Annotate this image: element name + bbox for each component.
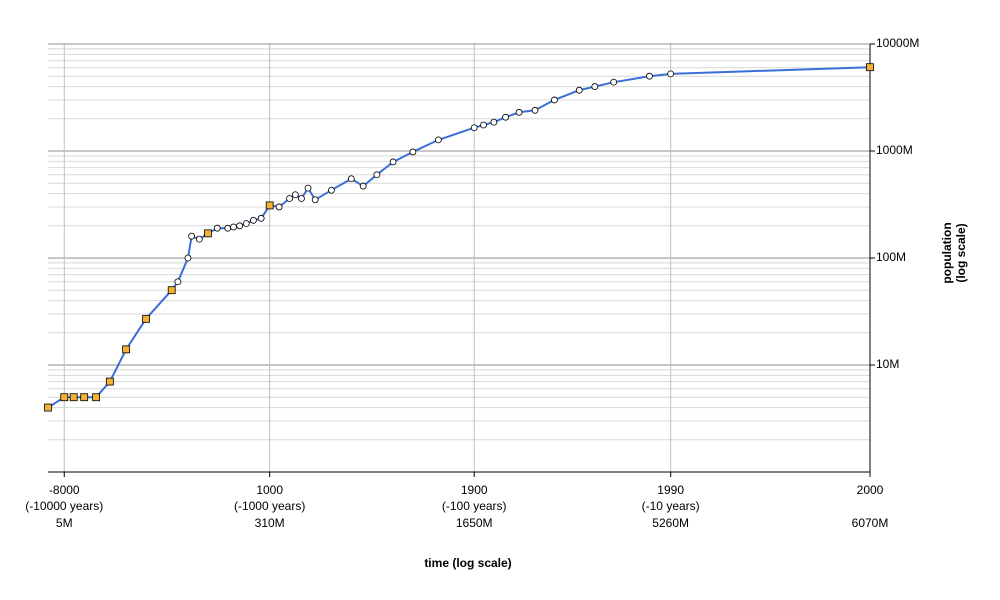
circle-marker (480, 121, 487, 129)
x-tick-label: 1990 (657, 483, 684, 497)
circle-marker (409, 148, 417, 156)
y-tick-label: 1000M (876, 143, 913, 157)
circle-marker (434, 136, 442, 144)
x-tick-population: 1650M (456, 516, 493, 530)
circle-marker (470, 124, 478, 132)
circle-marker (275, 203, 283, 211)
circle-marker (311, 196, 319, 204)
x-axis-title: time (log scale) (424, 556, 511, 570)
y-axis-title-line: (log scale) (954, 223, 968, 282)
circle-marker (298, 195, 305, 202)
circle-marker (490, 118, 498, 126)
x-tick-population: 6070M (852, 516, 889, 530)
x-tick-population: 310M (255, 516, 285, 530)
x-tick-note: (-10 years) (642, 499, 700, 513)
square-marker (105, 377, 114, 386)
square-marker (60, 393, 69, 402)
circle-marker (174, 278, 182, 286)
circle-marker (551, 96, 558, 104)
circle-marker (250, 216, 257, 224)
x-tick-label: 2000 (857, 483, 884, 497)
square-marker (122, 345, 131, 354)
circle-marker (286, 195, 293, 202)
circle-marker (188, 232, 196, 240)
circle-marker (291, 191, 299, 199)
square-marker (204, 229, 212, 238)
square-marker (44, 403, 52, 412)
x-tick-note: (-100 years) (442, 499, 507, 513)
circle-marker (610, 78, 618, 86)
circle-marker (575, 86, 583, 94)
y-tick-label: 10M (876, 357, 899, 371)
x-tick-population: 5260M (652, 516, 689, 530)
square-marker (866, 63, 874, 72)
circle-marker (257, 214, 265, 222)
circle-marker (359, 182, 367, 190)
circle-marker (531, 106, 539, 114)
circle-marker (502, 113, 509, 121)
circle-marker (230, 223, 237, 231)
x-tick-label: -8000 (49, 483, 80, 497)
circle-marker (304, 184, 312, 192)
circle-marker (515, 108, 523, 116)
square-marker (80, 393, 89, 402)
x-tick-population: 5M (56, 516, 73, 530)
circle-marker (242, 220, 250, 227)
y-tick-label: 100M (876, 250, 906, 264)
circle-marker (328, 186, 335, 194)
circle-marker (213, 224, 221, 232)
x-tick-note: (-1000 years) (234, 499, 305, 513)
x-tick-note: (-10000 years) (25, 499, 103, 513)
square-marker (167, 286, 176, 295)
circle-marker (236, 222, 244, 230)
circle-marker (347, 175, 355, 183)
square-marker (69, 393, 78, 402)
circle-marker (646, 72, 653, 80)
square-marker (265, 201, 274, 210)
circle-marker (389, 158, 397, 166)
y-axis-title-line: population (940, 222, 954, 283)
data-line (47, 66, 871, 409)
circle-marker (591, 83, 599, 90)
circle-marker (184, 254, 192, 262)
circle-marker (373, 171, 381, 179)
x-tick-label: 1900 (461, 483, 488, 497)
circle-marker (667, 70, 675, 78)
circle-marker (195, 235, 203, 243)
square-marker (92, 393, 100, 402)
y-tick-label: 10000M (876, 36, 919, 50)
x-tick-label: 1000 (256, 483, 283, 497)
square-marker (142, 314, 150, 323)
y-axis-title: population (log scale) (940, 222, 968, 283)
circle-marker (224, 224, 232, 232)
